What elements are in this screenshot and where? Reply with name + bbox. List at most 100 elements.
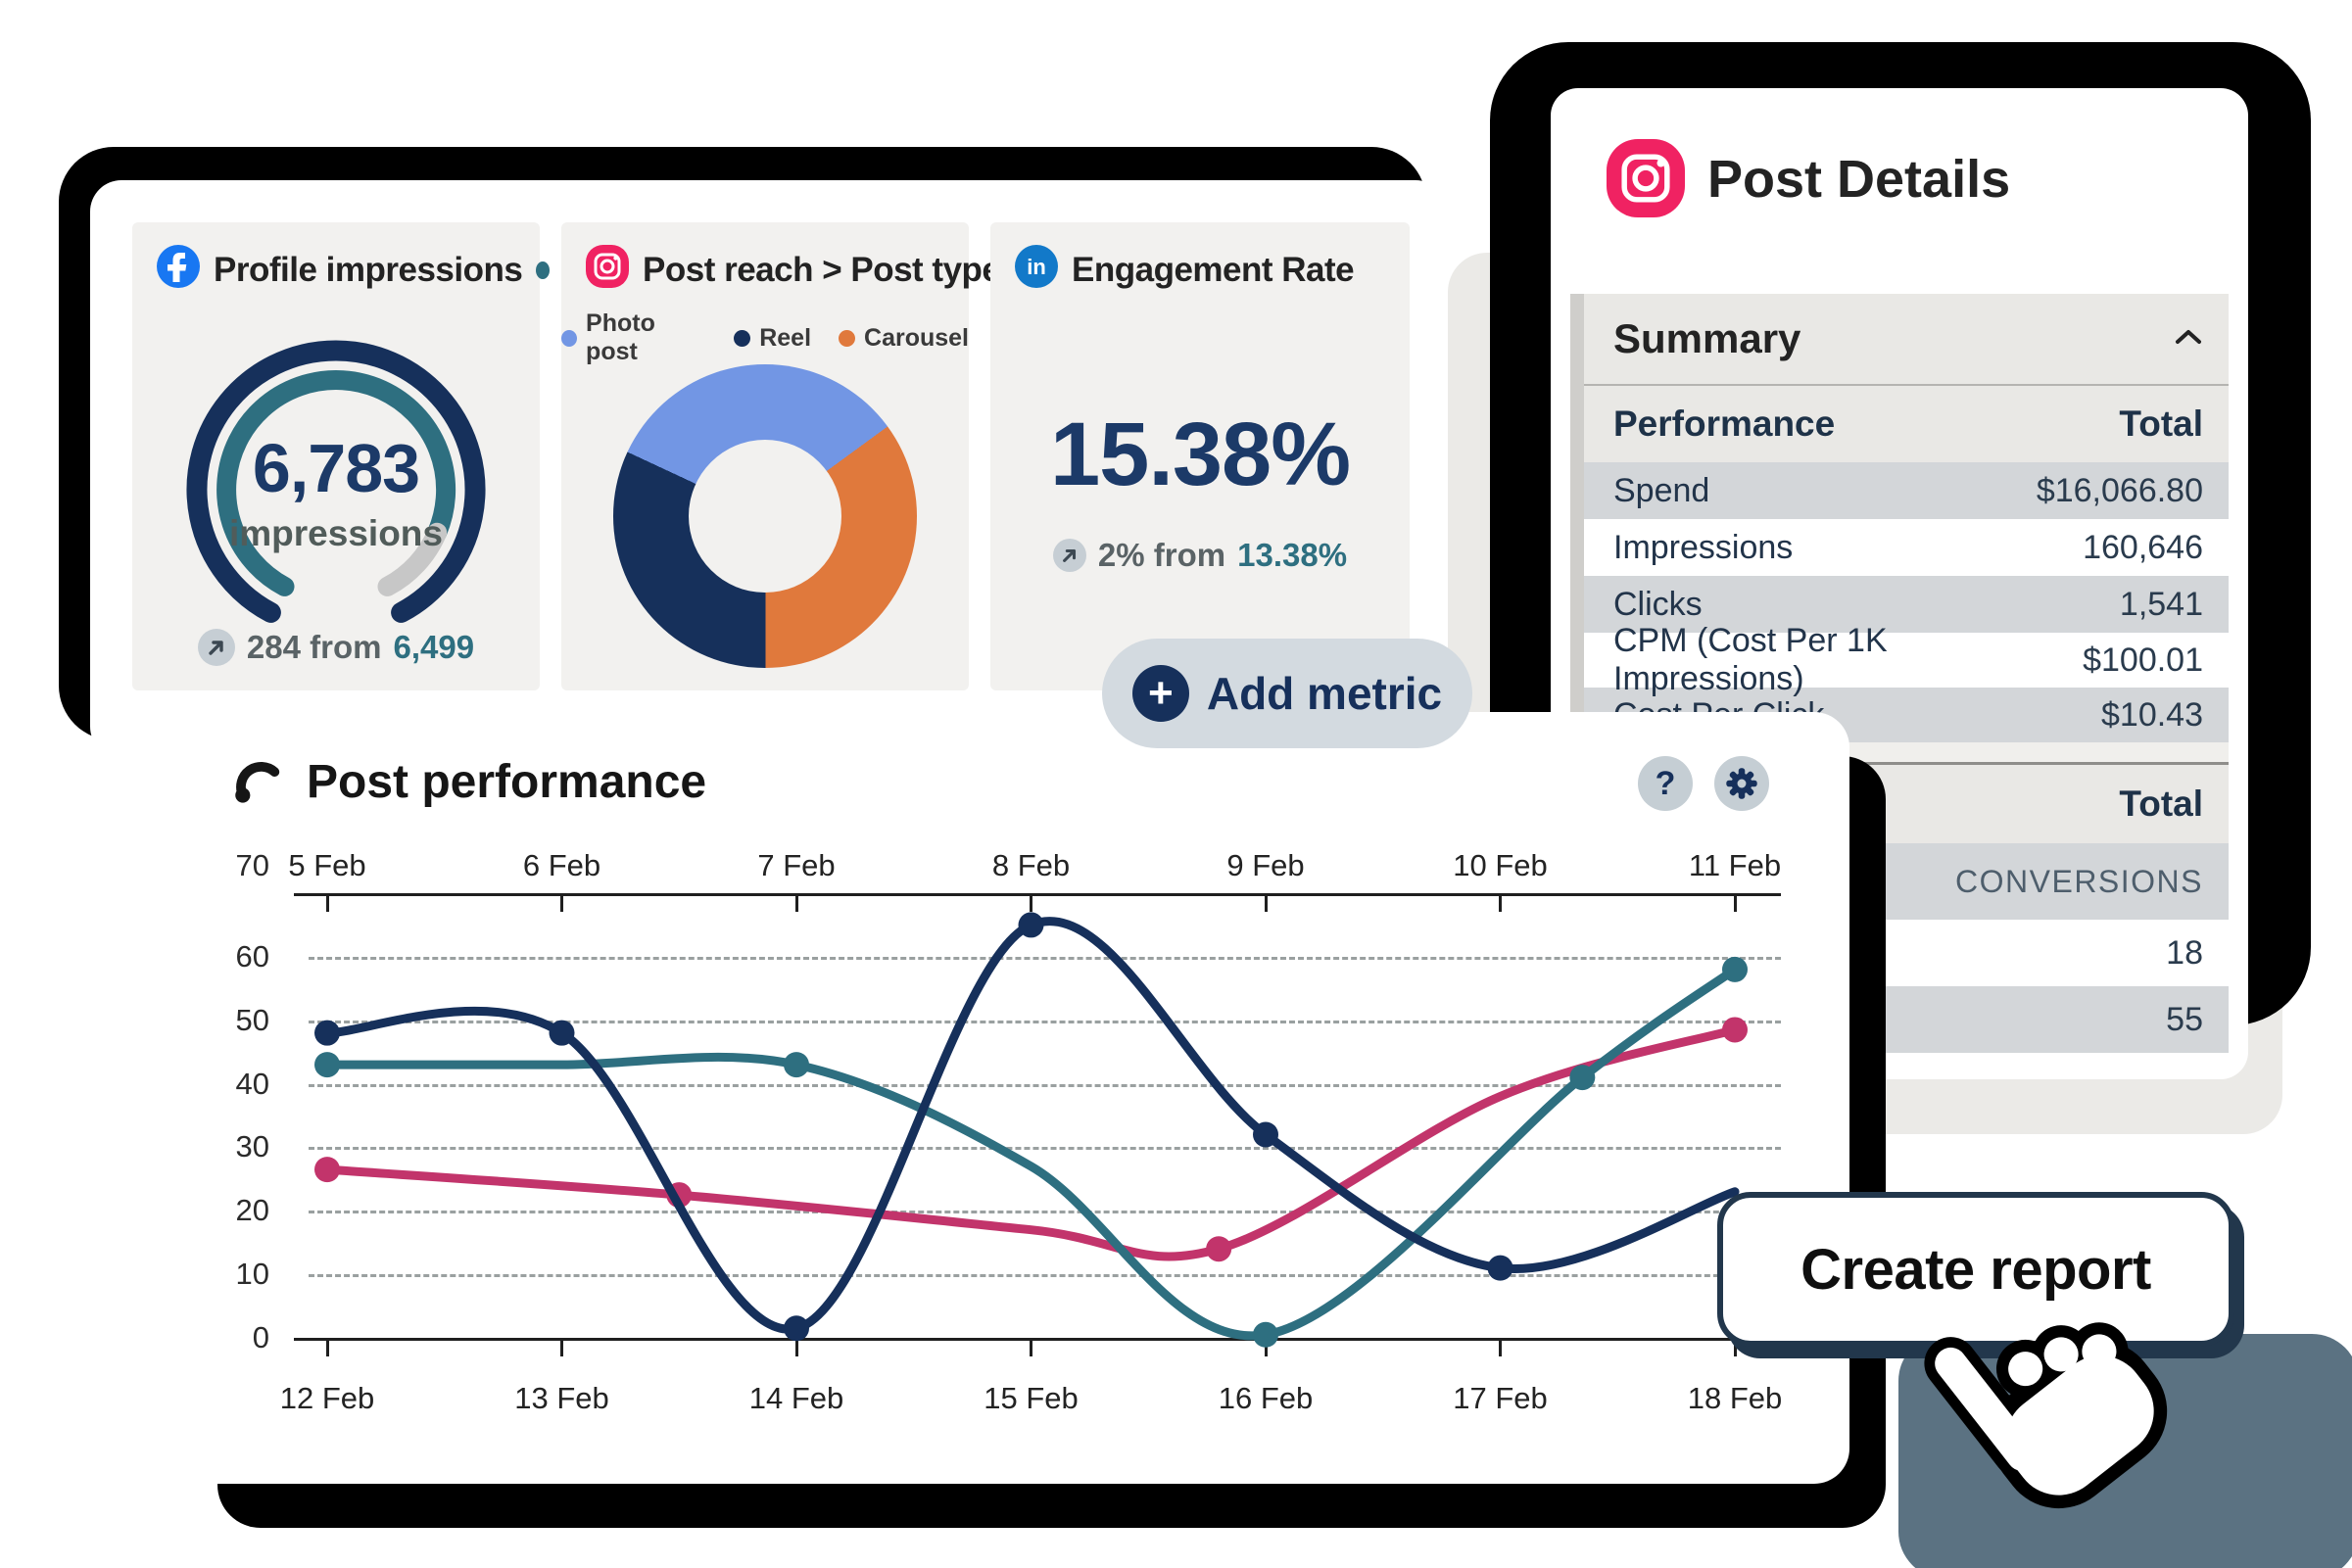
instagram-icon xyxy=(1607,139,1685,217)
hand-cursor-icon xyxy=(1915,1273,2180,1543)
create-report-label: Create report xyxy=(1800,1237,2151,1302)
table-cell: Summary xyxy=(1613,315,1801,361)
x-axis-label-bottom: 13 Feb xyxy=(514,1381,609,1415)
series-teal-point xyxy=(1253,1321,1278,1348)
post-details-title: Post Details xyxy=(1707,150,2011,209)
create-report-button[interactable]: Create report xyxy=(1717,1192,2234,1347)
profile-impressions-title: Profile impressions xyxy=(214,251,523,289)
tick xyxy=(1264,1341,1268,1356)
table-cell: CPM (Cost Per 1K Impressions) xyxy=(1613,622,1888,697)
gridline xyxy=(309,956,1781,960)
chevron-up-icon[interactable] xyxy=(2174,328,2203,351)
series-pink-point xyxy=(1206,1236,1232,1262)
series-teal-point xyxy=(314,1052,340,1078)
table-cell: 160,646 xyxy=(2083,528,2203,566)
summary-section-header[interactable]: Summary xyxy=(1584,294,2229,384)
series-navy-point xyxy=(1253,1121,1278,1148)
divider xyxy=(1584,762,2229,765)
table-cell: Spend xyxy=(1613,471,1710,509)
series-navy-point xyxy=(1487,1255,1513,1281)
series-navy-point xyxy=(314,1020,340,1046)
settings-button[interactable] xyxy=(1714,756,1769,811)
tick xyxy=(1264,896,1268,912)
legend-item: Reel xyxy=(734,324,811,353)
table-cell: Impressions xyxy=(1613,528,1794,566)
gridline xyxy=(309,1020,1781,1023)
tick xyxy=(1030,1341,1032,1356)
impressions-previous: 6,499 xyxy=(393,629,475,665)
legend-label: Reel xyxy=(759,323,812,352)
plus-icon: + xyxy=(1131,665,1189,722)
y-axis-label: 60 xyxy=(235,938,269,974)
x-axis-label-bottom: 17 Feb xyxy=(1453,1381,1548,1415)
table-cell: Total xyxy=(2119,784,2203,824)
table-cell: 55 xyxy=(2166,1000,2203,1038)
series-navy-line xyxy=(322,917,1740,1334)
linkedin-icon: in xyxy=(1015,245,1058,288)
table-cell: Performance xyxy=(1613,404,1836,444)
legend-dot xyxy=(561,329,578,347)
x-axis-top xyxy=(294,893,1781,896)
post-reach-title: Post reach > Post type xyxy=(643,251,1001,289)
donut-legend: Photo post Reel Carousel xyxy=(561,309,969,366)
post-performance-title: Post performance xyxy=(307,756,707,808)
trend-up-icon xyxy=(197,629,235,666)
donut-hole xyxy=(689,440,841,593)
table-cell: $16,066.80 xyxy=(2036,471,2203,509)
x-axis-label-bottom: 16 Feb xyxy=(1218,1381,1314,1415)
legend-item: Carousel xyxy=(839,324,969,353)
legend-dot xyxy=(734,329,751,347)
tick xyxy=(1733,896,1737,912)
x-axis-label-top: 8 Feb xyxy=(991,848,1071,882)
impressions-unit: impressions xyxy=(229,513,443,553)
tick xyxy=(1030,896,1032,912)
table-cell: $100.01 xyxy=(2083,641,2203,679)
table-cell: 1,541 xyxy=(2119,585,2203,623)
table-cell: $10.43 xyxy=(2101,695,2203,734)
engagement-rate-tile xyxy=(990,222,1410,690)
series-teal-line xyxy=(322,965,1740,1341)
status-dot xyxy=(536,261,551,279)
series-navy-point xyxy=(1018,912,1044,938)
tick xyxy=(1499,896,1502,912)
gridline xyxy=(309,1274,1781,1278)
svg-text:in: in xyxy=(1027,255,1046,279)
instagram-icon xyxy=(586,245,629,288)
add-metric-button[interactable]: + Add metric xyxy=(1102,639,1472,748)
help-icon: ? xyxy=(1655,764,1676,802)
x-axis-label-bottom: 14 Feb xyxy=(748,1381,844,1415)
gear-icon xyxy=(1725,767,1758,800)
table-header-row: Performance Total xyxy=(1584,386,2229,462)
impressions-value: 6,783 xyxy=(252,430,420,506)
table-row: Spend $16,066.80 xyxy=(1584,462,2229,519)
series-teal-point xyxy=(784,1052,809,1078)
performance-line-chart xyxy=(314,912,1748,1348)
tick xyxy=(794,1341,798,1356)
x-axis-label-top: 11 Feb xyxy=(1688,848,1782,882)
table-cell: 18 xyxy=(2166,933,2203,972)
help-button[interactable]: ? xyxy=(1638,756,1693,811)
engagement-rate-value: 15.38% xyxy=(1049,404,1351,504)
y-axis-label: 10 xyxy=(235,1257,269,1292)
add-metric-label: Add metric xyxy=(1206,668,1443,719)
legend-item: Photo post xyxy=(561,309,706,366)
y-axis-label: 0 xyxy=(252,1320,269,1354)
table-row: Impressions 160,646 xyxy=(1584,519,2229,576)
impressions-gauge xyxy=(186,340,486,623)
y-axis-label: 20 xyxy=(235,1193,269,1228)
x-axis-label-bottom: 18 Feb xyxy=(1687,1381,1783,1415)
y-axis-label: 70 xyxy=(235,848,269,882)
tick xyxy=(325,896,329,912)
series-pink-point xyxy=(314,1157,340,1183)
divider xyxy=(1584,384,2229,386)
series-pink-point xyxy=(1722,1017,1748,1043)
table-row: CPM (Cost Per 1K Impressions) $100.01 xyxy=(1584,622,2229,697)
trend-up-icon xyxy=(1052,539,1086,572)
tick xyxy=(560,1341,563,1356)
series-navy-point xyxy=(549,1020,575,1046)
gridline xyxy=(309,1147,1781,1151)
engagement-rate-title: Engagement Rate xyxy=(1072,251,1355,289)
series-navy-point xyxy=(784,1315,809,1342)
facebook-icon xyxy=(157,245,200,288)
